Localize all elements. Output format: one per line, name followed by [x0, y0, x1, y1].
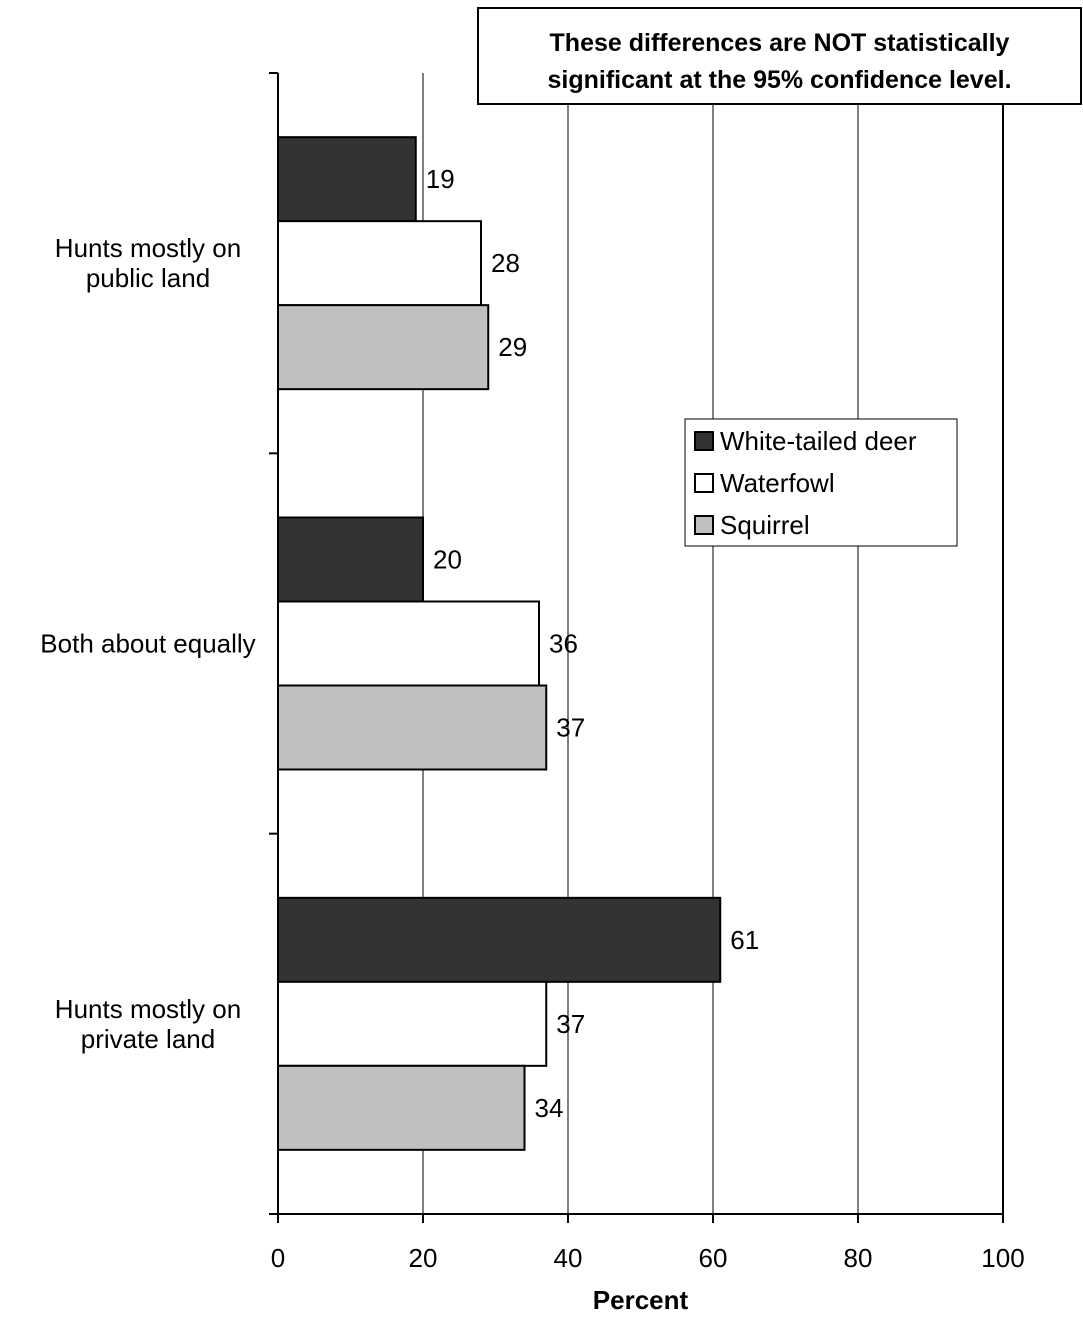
legend-swatch: [694, 431, 714, 451]
legend-swatch: [694, 515, 714, 535]
bar: [277, 896, 722, 983]
legend-label: Squirrel: [720, 510, 810, 540]
category-label: public land: [86, 263, 210, 293]
data-label: 36: [549, 629, 578, 659]
legend-label: Waterfowl: [720, 468, 835, 498]
annotation-box: [477, 7, 1082, 105]
data-label: 61: [730, 925, 759, 955]
legend-label: White-tailed deer: [720, 426, 917, 456]
bar: [277, 1064, 526, 1151]
significance-note: These differences are NOT statistically s…: [477, 7, 1082, 105]
legend-box: [684, 418, 958, 547]
x-tick-label: 0: [271, 1243, 285, 1273]
legend-swatch: [694, 473, 714, 493]
data-label: 19: [426, 164, 455, 194]
data-label: 37: [556, 713, 585, 743]
data-label: 28: [491, 248, 520, 278]
category-label: private land: [81, 1024, 215, 1054]
annotation-text: significant at the 95% confidence level.: [547, 66, 1011, 94]
x-tick-label: 20: [409, 1243, 438, 1273]
bar: [277, 600, 540, 687]
bar: [277, 684, 548, 771]
axes: [269, 72, 1004, 1223]
legend: White-tailed deer Waterfowl Squirrel: [684, 418, 958, 547]
x-tick-label: 80: [844, 1243, 873, 1273]
category-label: Hunts mostly on: [55, 233, 241, 263]
data-label: 34: [535, 1093, 564, 1123]
x-tick-label: 100: [981, 1243, 1024, 1273]
category-label: Hunts mostly on: [55, 994, 241, 1024]
data-label: 37: [556, 1009, 585, 1039]
x-tick-label: 60: [699, 1243, 728, 1273]
bar: [277, 516, 424, 603]
labels: 19 28 29 20 36 37 61 37 34 0 20 40 60 80 100 Percent Hun…: [40, 164, 1024, 1315]
x-axis-title: Percent: [593, 1285, 689, 1315]
bar: [277, 980, 548, 1067]
annotation-text: These differences are NOT statistically: [550, 29, 1010, 57]
category-label: Both about equally: [40, 629, 255, 659]
bars: [277, 136, 722, 1151]
bar: [277, 220, 482, 307]
bar: [277, 136, 417, 223]
data-label: 20: [433, 545, 462, 575]
bar: [277, 304, 490, 391]
data-label: 29: [498, 332, 527, 362]
x-tick-label: 40: [554, 1243, 583, 1273]
